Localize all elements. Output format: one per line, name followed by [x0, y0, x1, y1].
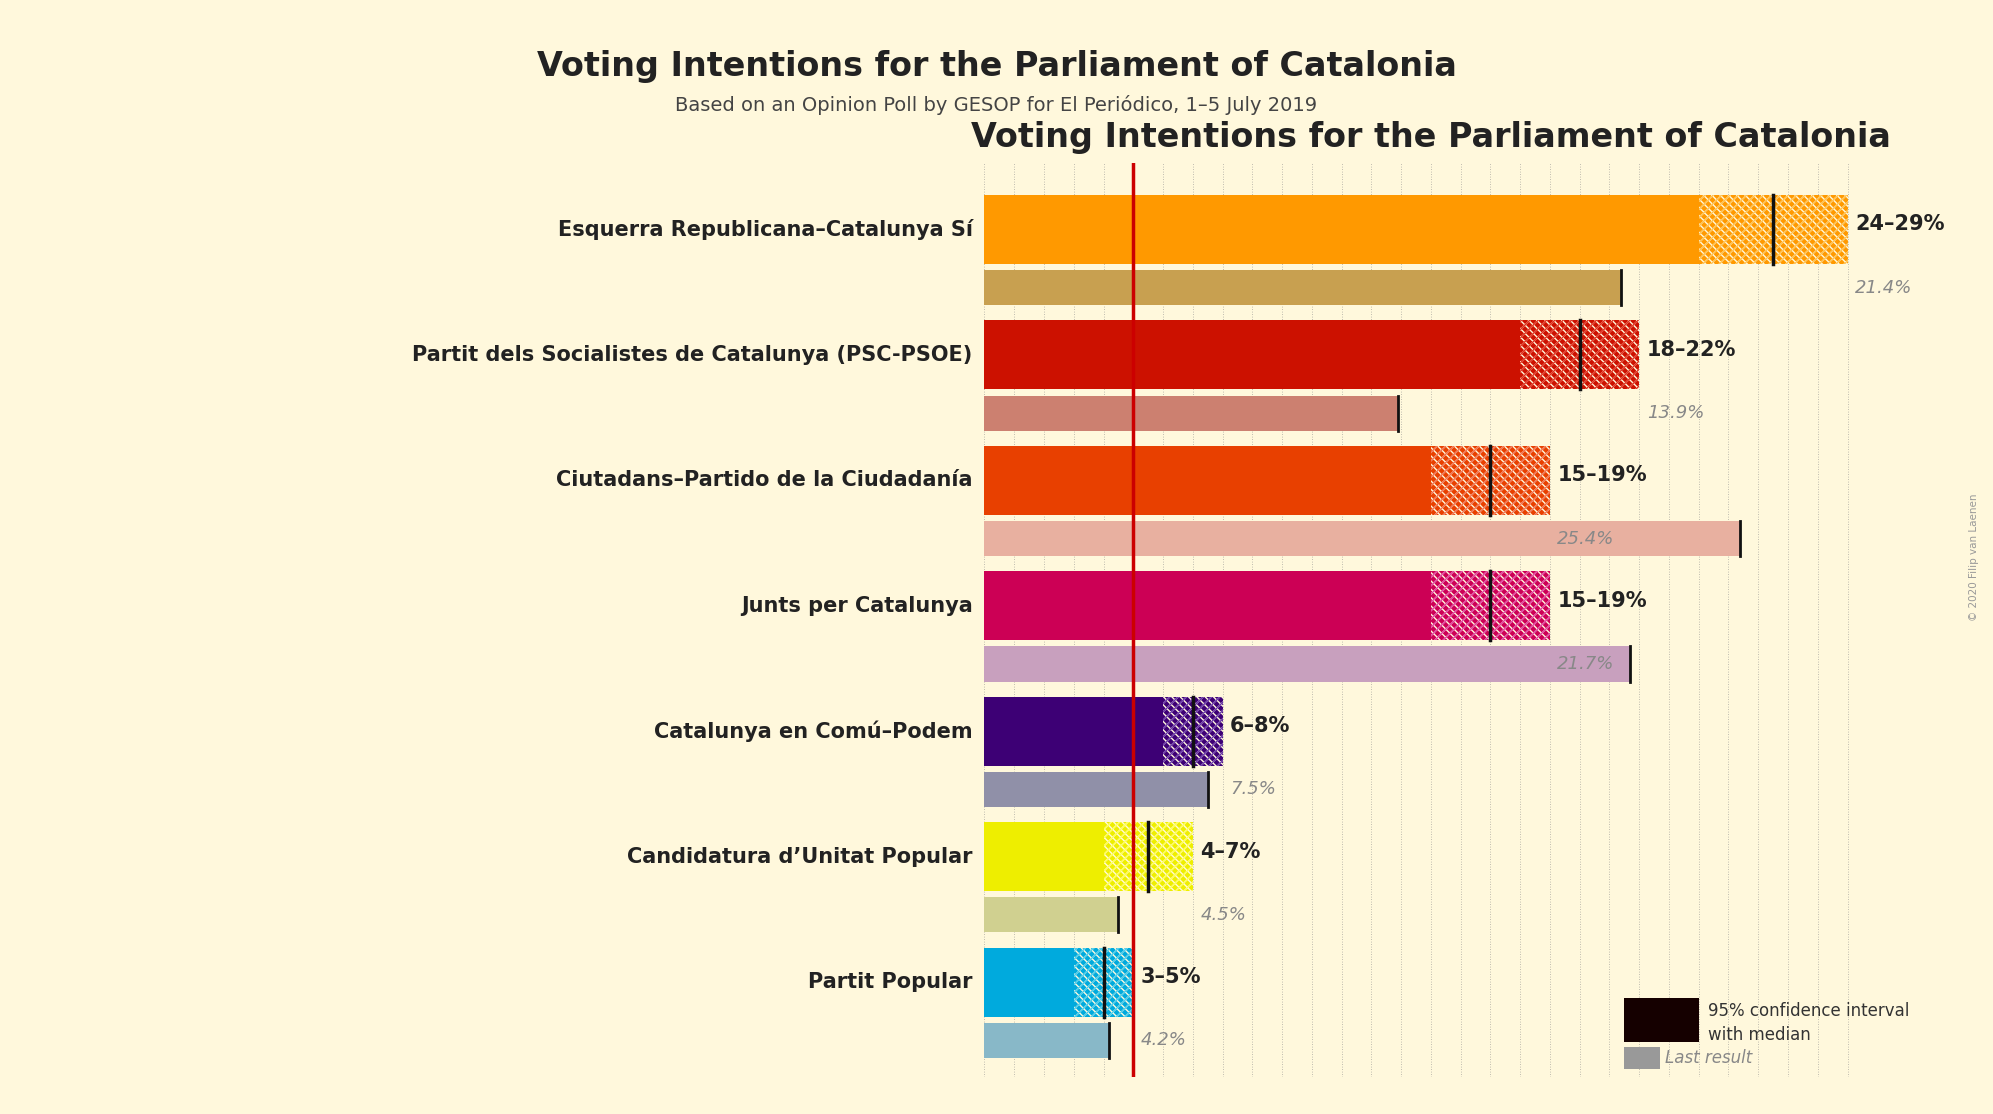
Text: Esquerra Republicana–Catalunya Sí: Esquerra Republicana–Catalunya Sí: [558, 218, 973, 240]
Text: 3–5%: 3–5%: [1140, 967, 1202, 987]
Text: 21.4%: 21.4%: [1855, 278, 1913, 296]
Title: Voting Intentions for the Parliament of Catalonia: Voting Intentions for the Parliament of …: [971, 120, 1891, 154]
Bar: [1074, 948, 1134, 1016]
Bar: [1431, 446, 1551, 515]
Bar: [1104, 822, 1192, 891]
Bar: [1164, 696, 1222, 765]
Text: © 2020 Filip van Laenen: © 2020 Filip van Laenen: [1969, 494, 1979, 620]
Bar: [985, 772, 1208, 807]
Text: 18–22%: 18–22%: [1646, 340, 1736, 360]
Text: 13.9%: 13.9%: [1646, 404, 1704, 422]
Text: 4.2%: 4.2%: [1140, 1032, 1186, 1049]
Text: Based on an Opinion Poll by GESOP for El Periódico, 1–5 July 2019: Based on an Opinion Poll by GESOP for El…: [676, 95, 1317, 115]
Bar: [1104, 822, 1192, 891]
Bar: [1521, 321, 1638, 389]
Text: Junts per Catalunya: Junts per Catalunya: [741, 596, 973, 616]
Text: 95% confidence interval: 95% confidence interval: [1708, 1001, 1909, 1019]
Text: Catalunya en Comú–Podem: Catalunya en Comú–Podem: [654, 721, 973, 742]
Bar: [1698, 195, 1848, 264]
Bar: [985, 195, 1698, 264]
Text: 4.5%: 4.5%: [1200, 906, 1246, 924]
Bar: [1164, 696, 1222, 765]
Bar: [1104, 822, 1192, 891]
Text: 24–29%: 24–29%: [1855, 214, 1945, 234]
Text: Last result: Last result: [1664, 1049, 1752, 1067]
Text: 6–8%: 6–8%: [1230, 716, 1289, 736]
Bar: [1074, 948, 1134, 1016]
Bar: [1698, 195, 1848, 264]
Bar: [985, 696, 1164, 765]
Bar: [1624, 1047, 1660, 1069]
Text: Candidatura d’Unitat Popular: Candidatura d’Unitat Popular: [628, 847, 973, 867]
Bar: [1698, 195, 1848, 264]
Text: 7.5%: 7.5%: [1230, 781, 1276, 799]
Text: Ciutadans–Partido de la Ciudadanía: Ciutadans–Partido de la Ciudadanía: [556, 470, 973, 490]
Bar: [1521, 321, 1638, 389]
Bar: [1074, 948, 1134, 1016]
Bar: [985, 898, 1118, 932]
Text: Partit Popular: Partit Popular: [807, 973, 973, 991]
Bar: [985, 822, 1104, 891]
Text: 15–19%: 15–19%: [1557, 590, 1646, 610]
Bar: [1624, 998, 1668, 1042]
Bar: [985, 1023, 1110, 1058]
Bar: [1668, 998, 1698, 1042]
Bar: [985, 395, 1399, 431]
Bar: [1431, 446, 1551, 515]
Bar: [985, 446, 1431, 515]
Text: Partit dels Socialistes de Catalunya (PSC-PSOE): Partit dels Socialistes de Catalunya (PS…: [413, 345, 973, 364]
Text: Voting Intentions for the Parliament of Catalonia: Voting Intentions for the Parliament of …: [536, 50, 1457, 84]
Text: 4–7%: 4–7%: [1200, 841, 1262, 861]
Bar: [1431, 571, 1551, 641]
Bar: [1668, 998, 1698, 1042]
Bar: [1431, 446, 1551, 515]
Bar: [1431, 571, 1551, 641]
Text: 15–19%: 15–19%: [1557, 466, 1646, 486]
Bar: [985, 646, 1630, 682]
Text: with median: with median: [1708, 1026, 1810, 1044]
Text: 21.7%: 21.7%: [1557, 655, 1614, 673]
Bar: [1431, 571, 1551, 641]
Bar: [985, 521, 1740, 556]
Bar: [985, 948, 1074, 1016]
Bar: [985, 270, 1622, 305]
Bar: [1521, 321, 1638, 389]
Text: 25.4%: 25.4%: [1557, 529, 1614, 548]
Bar: [1668, 998, 1698, 1042]
Bar: [1164, 696, 1222, 765]
Bar: [985, 571, 1431, 641]
Bar: [985, 321, 1521, 389]
